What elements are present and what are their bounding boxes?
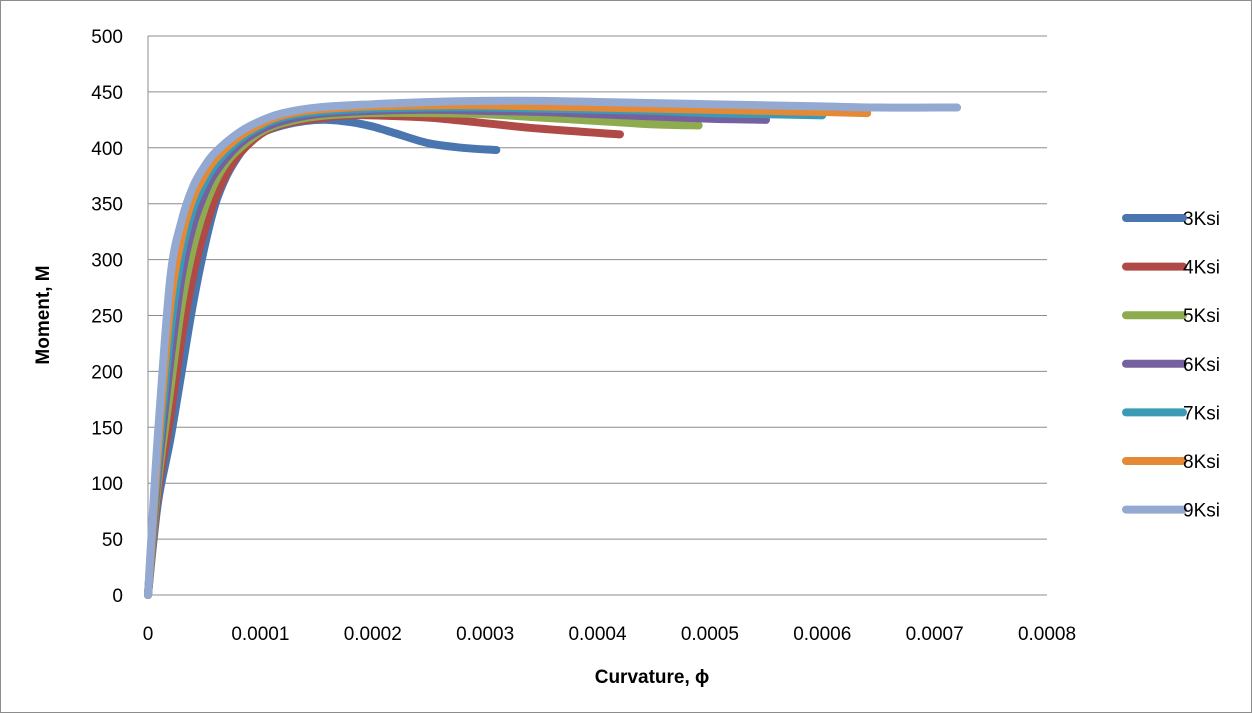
- y-tick-label: 100: [91, 474, 123, 495]
- gridlines: [148, 35, 1047, 540]
- legend: 3Ksi 4Ksi 5Ksi 6Ksi 7Ksi 8Ksi 9Ksi: [1122, 209, 1220, 522]
- series-line-5Ksi: [144, 108, 703, 599]
- axes: [147, 36, 1047, 596]
- y-tick-label: 450: [91, 83, 123, 104]
- x-tick-label: 0.0004: [568, 624, 627, 645]
- series-line-4Ksi: [144, 111, 624, 599]
- y-axis-title: Moment, M: [33, 265, 54, 364]
- legend-label: 8Ksi: [1183, 452, 1220, 473]
- x-axis-title: Curvature, ϕ: [595, 667, 710, 688]
- y-tick-label: 350: [91, 195, 123, 216]
- y-tick-label: 200: [91, 362, 123, 383]
- legend-label: 5Ksi: [1183, 306, 1220, 327]
- y-tick-label: 250: [91, 307, 123, 328]
- legend-label: 3Ksi: [1183, 209, 1220, 230]
- y-tick-label: 50: [102, 530, 123, 551]
- y-tick-label: 150: [91, 418, 123, 439]
- x-tick-label: 0.0007: [906, 624, 964, 645]
- legend-label: 9Ksi: [1183, 501, 1220, 522]
- legend-label: 4Ksi: [1183, 258, 1220, 279]
- y-tick-label: 500: [91, 27, 123, 48]
- x-tick-label: 0.0006: [793, 624, 851, 645]
- series-line-9Ksi: [144, 96, 962, 599]
- x-tick-label: 0.0001: [231, 624, 289, 645]
- x-tick-label: 0.0002: [344, 624, 402, 645]
- y-tick-label: 300: [91, 251, 123, 272]
- series-lines: [144, 96, 962, 599]
- series-line-7Ksi: [144, 103, 827, 599]
- y-tick-label: 400: [91, 139, 123, 160]
- x-tick-label: 0: [143, 624, 154, 645]
- tick-labels: 0 50 100 150 200 250 300 350 400 450 500 0 0.0001 0.0…: [91, 27, 1076, 645]
- x-tick-label: 0.0005: [681, 624, 739, 645]
- legend-label: 7Ksi: [1183, 403, 1220, 424]
- legend-label: 6Ksi: [1183, 355, 1220, 376]
- series-line-8Ksi: [144, 101, 872, 599]
- y-tick-label: 0: [112, 586, 123, 607]
- series-line-6Ksi: [144, 105, 771, 599]
- x-tick-label: 0.0008: [1018, 624, 1076, 645]
- x-tick-label: 0.0003: [456, 624, 514, 645]
